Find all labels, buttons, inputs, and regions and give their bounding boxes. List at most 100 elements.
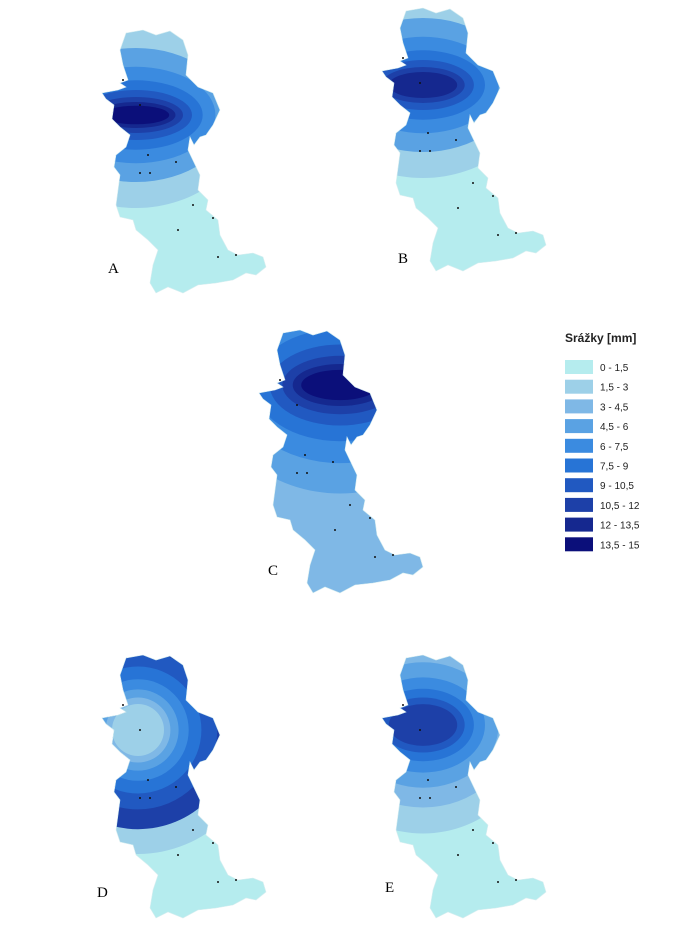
station-point [192,204,194,206]
legend-label: 13,5 - 15 [600,540,640,551]
panel-label-a: A [108,261,119,277]
region-outline [381,7,547,272]
region-outline [381,654,547,919]
map-panel-d [101,654,267,919]
station-point [455,139,457,141]
legend-swatch [565,497,593,512]
station-point [177,229,179,231]
legend-label: 12 - 13,5 [600,521,640,532]
station-point [147,779,149,781]
map-panel-e [381,654,547,919]
station-point [515,879,517,881]
legend-swatch [565,399,593,414]
station-point [334,529,336,531]
station-point [332,461,334,463]
station-point [122,704,124,706]
station-point [427,132,429,134]
legend-swatch [565,379,593,394]
station-point [139,172,141,174]
station-point [149,172,151,174]
region-outline [101,654,267,919]
precip-band [112,704,164,756]
station-point [492,842,494,844]
station-point [147,154,149,156]
legend-swatch [565,360,593,374]
legend-swatch [565,537,593,552]
legend-items: 0 - 1,5 1,5 - 3 3 - 4,5 4,5 - 6 6 - 7,5 7,5 -… [565,360,640,552]
station-point [369,517,371,519]
legend-label: 10,5 - 12 [600,501,640,512]
panel-label-c: C [268,563,278,579]
legend-label: 3 - 4,5 [600,402,629,413]
legend-swatch [565,478,593,493]
station-point [419,729,421,731]
station-point [175,161,177,163]
legend-title: Srážky [mm] [565,331,636,345]
legend-label: 9 - 10,5 [600,481,634,492]
station-point [472,829,474,831]
precip-band [102,105,170,125]
station-point [429,797,431,799]
legend-label: 1,5 - 3 [600,383,629,394]
station-point [149,797,151,799]
station-point [217,256,219,258]
station-point [472,182,474,184]
region-outline [101,29,267,294]
station-point [402,704,404,706]
station-point [139,104,141,106]
station-point [497,234,499,236]
station-point [296,404,298,406]
station-point [419,82,421,84]
legend-swatch [565,458,593,473]
station-point [374,556,376,558]
station-point [429,150,431,152]
station-point [296,472,298,474]
station-point [419,150,421,152]
station-point [392,554,394,556]
station-point [235,254,237,256]
station-point [455,786,457,788]
region-outline [258,329,424,594]
legend-swatch [565,419,593,434]
map-panel-c [258,329,424,594]
station-point [427,779,429,781]
legend-label: 6 - 7,5 [600,442,629,453]
station-point [212,842,214,844]
station-point [212,217,214,219]
precip-band [301,369,379,401]
station-point [515,232,517,234]
station-point [492,195,494,197]
station-point [139,797,141,799]
legend-label: 0 - 1,5 [600,363,629,374]
station-point [457,207,459,209]
panel-label-b: B [398,251,408,267]
station-point [497,881,499,883]
legend: Srážky [mm] 0 - 1,5 1,5 - 3 3 - 4,5 4,5 - 6… [565,331,640,552]
station-point [217,881,219,883]
station-point [122,79,124,81]
legend-swatch [565,438,593,453]
panel-label-d: D [97,885,108,901]
station-point [304,454,306,456]
station-point [306,472,308,474]
map-panel-b [381,7,547,272]
map-panels: A B C D E [97,7,547,919]
precip-band [388,704,458,746]
station-point [192,829,194,831]
station-point [235,879,237,881]
legend-label: 4,5 - 6 [600,422,629,433]
precip-band [388,72,458,98]
station-point [457,854,459,856]
legend-label: 7,5 - 9 [600,462,629,473]
station-point [175,786,177,788]
station-point [177,854,179,856]
station-point [419,797,421,799]
station-point [402,57,404,59]
legend-swatch [565,517,593,532]
station-point [279,379,281,381]
map-panel-a [101,29,267,294]
station-point [139,729,141,731]
panel-label-e: E [385,880,394,896]
station-point [349,504,351,506]
